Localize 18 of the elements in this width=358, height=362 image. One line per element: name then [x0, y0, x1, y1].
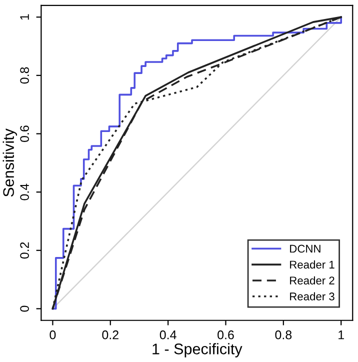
x-tick-label: 0.2 — [102, 330, 118, 340]
y-tick-label: 0.8 — [20, 67, 29, 84]
y-tick-label: 0 — [20, 306, 29, 312]
legend-label: Reader 2 — [290, 276, 334, 284]
x-tick-label: 0.4 — [160, 330, 176, 340]
x-tick-label: 0 — [50, 330, 56, 340]
y-tick-label: 0.4 — [20, 184, 29, 200]
y-tick-label: 0.2 — [20, 242, 29, 259]
legend-label: Reader 1 — [290, 260, 334, 269]
legend-label: DCNN — [290, 244, 320, 253]
y-tick-label: 0.6 — [20, 126, 29, 142]
x-tick-label: 0.6 — [218, 330, 234, 340]
legend-label: Reader 3 — [290, 292, 334, 300]
x-tick-label: 1 — [338, 330, 344, 340]
x-tick-label: 0.8 — [275, 330, 292, 340]
x-axis-title: 1 - Specificity — [152, 343, 242, 358]
y-tick-label: 1 — [20, 14, 29, 20]
y-axis-title: Sensitivity — [2, 128, 18, 197]
